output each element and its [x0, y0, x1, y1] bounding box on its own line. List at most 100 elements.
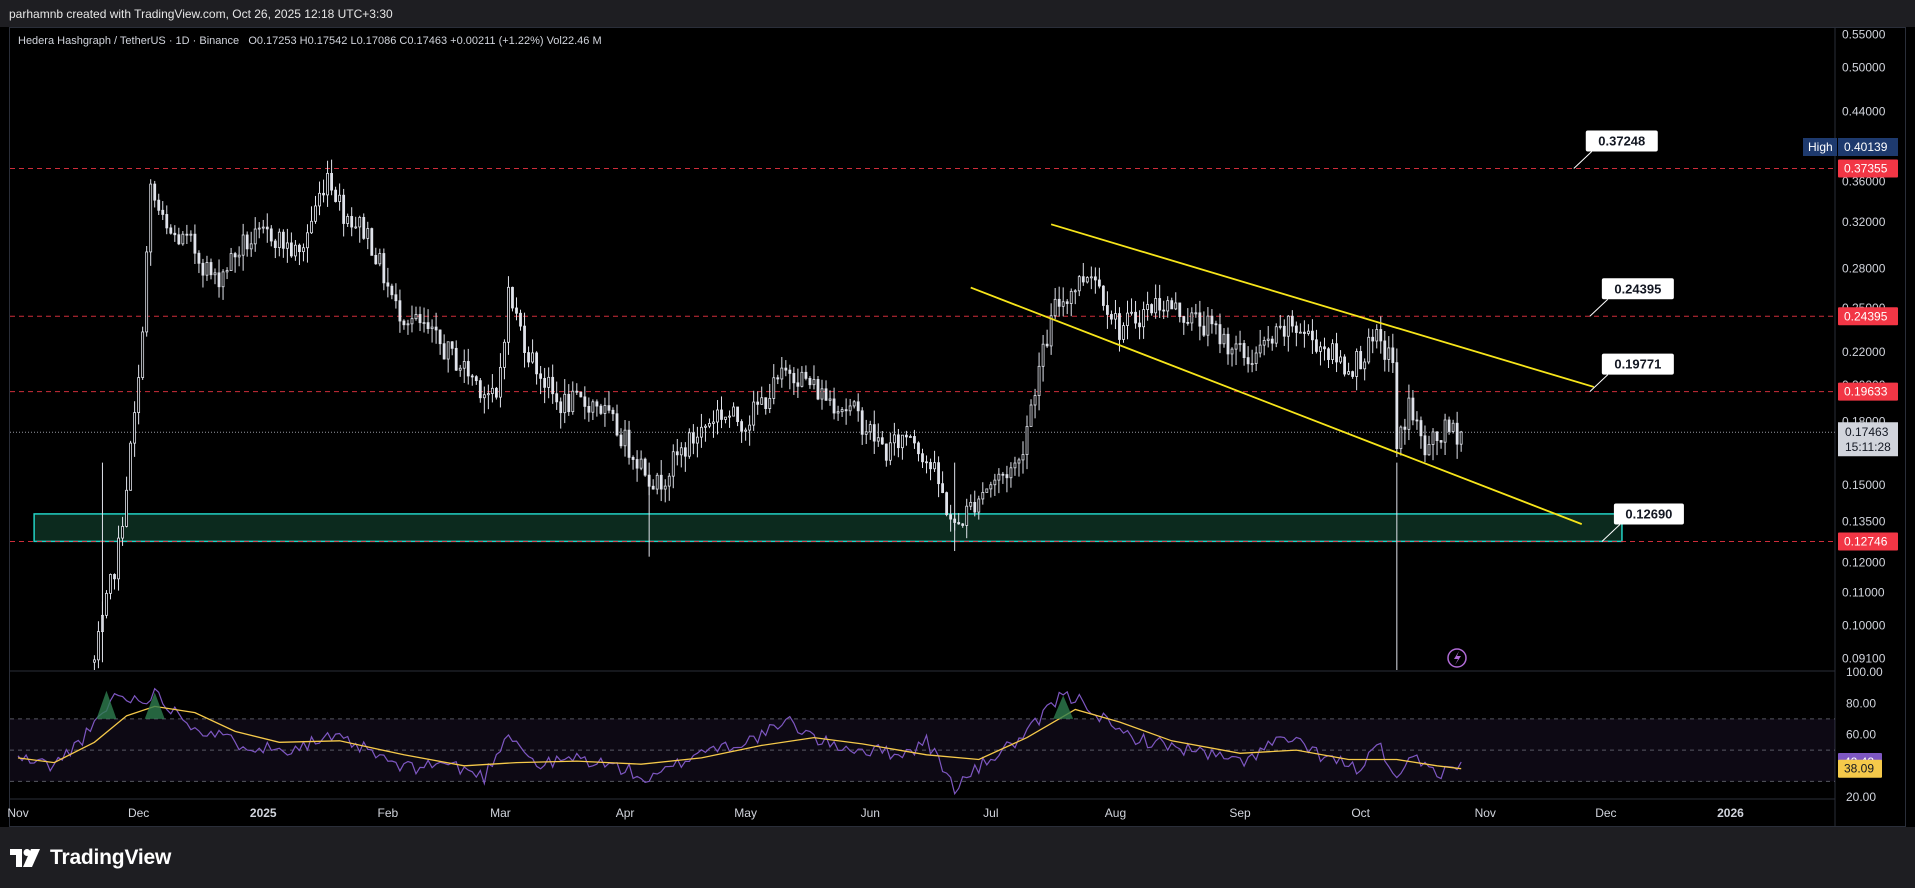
candle [615, 404, 619, 437]
candle [1455, 411, 1459, 459]
candle [450, 341, 454, 356]
level-price-badge: 0.19633 [1838, 382, 1898, 401]
candle [563, 379, 567, 424]
candle [366, 221, 370, 250]
price-callout[interactable]: 0.24395 [1589, 278, 1674, 317]
candle [149, 179, 153, 266]
candle [209, 258, 213, 280]
candle [1363, 358, 1367, 381]
time-tick-label: Apr [616, 806, 635, 820]
candle [97, 621, 100, 669]
candle [310, 206, 313, 234]
candle [499, 353, 502, 408]
tradingview-logo-icon [10, 849, 40, 867]
candle [1073, 289, 1077, 305]
candle [852, 400, 856, 409]
candle [941, 471, 944, 494]
svg-text:0.12746: 0.12746 [1844, 534, 1888, 548]
candle [225, 267, 229, 280]
candle [217, 259, 221, 298]
candle [804, 365, 808, 381]
candle [901, 434, 904, 460]
candle [1017, 457, 1021, 477]
candle [1057, 286, 1061, 317]
candle [1459, 430, 1463, 452]
price-callout[interactable]: 0.12690 [1601, 503, 1684, 542]
candle [708, 418, 711, 429]
chart-frame[interactable] [9, 27, 1906, 827]
candle [1266, 326, 1270, 348]
time-tick-label: 2026 [1717, 806, 1744, 820]
candle [507, 276, 510, 355]
time-tick-label: Aug [1105, 806, 1126, 820]
candle [579, 391, 583, 398]
rsi-ma-line[interactable] [17, 705, 1462, 770]
candle [1431, 428, 1435, 461]
candle [1029, 399, 1033, 427]
candle [294, 240, 297, 261]
price-callout[interactable]: 0.37248 [1573, 130, 1658, 169]
candle [539, 365, 543, 395]
candle [587, 397, 591, 422]
candle [957, 513, 961, 525]
candle [503, 339, 506, 380]
lower-trendline[interactable] [970, 286, 1583, 525]
candle [1451, 419, 1455, 434]
lightning-icon[interactable] [1447, 648, 1467, 668]
candle [105, 590, 108, 619]
support-zone[interactable] [33, 513, 1623, 543]
candle [892, 422, 896, 456]
price-tick-label: 0.10000 [1842, 619, 1886, 633]
candle [1081, 262, 1085, 286]
price-tick-label: 0.36000 [1842, 174, 1886, 188]
candle [531, 339, 534, 364]
candle [1234, 335, 1238, 365]
candle [1037, 352, 1041, 411]
candle [1150, 303, 1154, 316]
svg-text:0.24395: 0.24395 [1844, 309, 1888, 323]
candle [314, 195, 317, 224]
candle [1049, 303, 1053, 355]
candle [442, 334, 446, 360]
candle [1335, 332, 1338, 373]
candle [318, 181, 321, 216]
candle [1230, 347, 1234, 367]
candle [133, 401, 137, 457]
candle [1170, 297, 1174, 310]
candle [1033, 388, 1037, 419]
candle [386, 267, 390, 298]
candle [1246, 346, 1250, 373]
rsi-line[interactable] [17, 687, 1462, 796]
candle [856, 393, 860, 422]
candle [832, 387, 836, 420]
candle [1069, 288, 1073, 317]
candle [1005, 465, 1009, 493]
candle [1282, 319, 1286, 346]
candle [1089, 266, 1093, 290]
candle [1315, 329, 1318, 354]
candle [933, 450, 936, 472]
price-callout[interactable]: 0.19771 [1589, 353, 1674, 392]
candle [1186, 308, 1190, 326]
candle [571, 381, 575, 415]
candle [635, 450, 639, 482]
candle [334, 186, 338, 203]
level-price-badge: 0.24395 [1838, 307, 1898, 326]
candle [466, 348, 470, 385]
candle [402, 319, 406, 330]
candle [659, 460, 663, 502]
candle [595, 399, 599, 417]
candle [989, 481, 993, 498]
tradingview-logo[interactable]: TradingView [10, 846, 171, 870]
price-tick-label: 0.55000 [1842, 27, 1886, 41]
rsi-tick-label: 60.00 [1846, 728, 1876, 742]
candle [909, 434, 912, 438]
candle [824, 380, 828, 401]
candle [1258, 329, 1262, 358]
candle [398, 289, 402, 333]
upper-trendline[interactable] [1050, 223, 1595, 388]
candle [482, 386, 486, 414]
candle [306, 224, 309, 263]
candle [322, 179, 325, 203]
